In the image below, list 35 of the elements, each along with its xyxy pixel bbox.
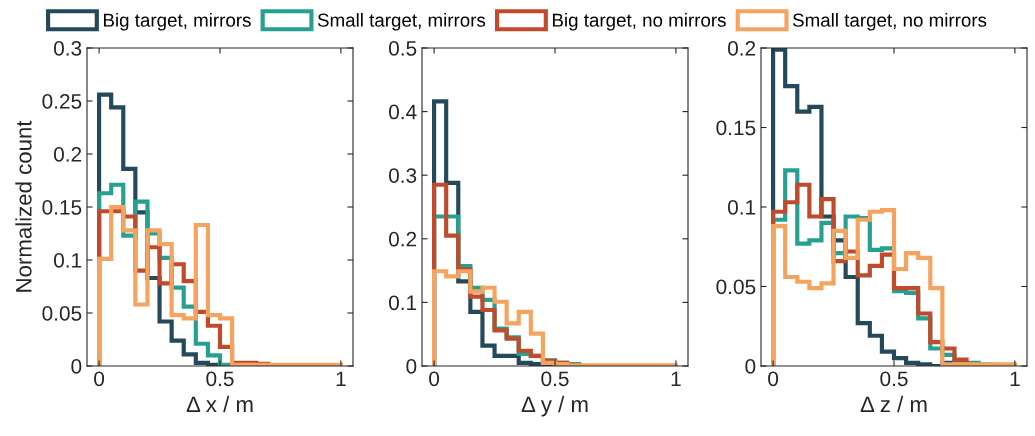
y-tick-label: 0 [745,359,756,374]
x-tick-label: 0 [429,371,440,387]
x-tick-label: 1 [671,371,681,386]
legend-label: Big target, no mirrors [552,13,726,31]
y-tick-label: 0.2 [388,231,417,247]
x-tick-label: 1 [336,371,346,386]
x-axis-title: Δ z / m [860,395,927,413]
y-tick-label: 0.1 [727,200,756,215]
x-tick-label: 1 [1010,371,1020,386]
y-tick-label: 0.3 [388,168,417,183]
x-tick-label: 0.5 [541,371,569,387]
legend-label: Small target, mirrors [317,13,486,31]
y-tick-label: 0.25 [42,94,82,109]
legend-label: Big target, mirrors [103,13,251,31]
y-tick-label: 0 [71,359,82,374]
x-tick-label: 0.5 [880,371,908,387]
x-axis-title: Δ y / m [521,395,588,417]
y-tick-label: 0.4 [388,104,417,120]
x-tick-label: 0 [768,371,779,387]
y-tick-label: 0.15 [42,200,82,215]
y-tick-label: 0.2 [727,41,756,56]
y-tick-label: 0.15 [716,120,756,136]
y-tick-label: 0.1 [53,253,82,268]
x-axis-title: Δ x / m [186,395,253,413]
y-axis-title: Normalized count [15,120,32,292]
legend-label: Small target, no mirrors [792,13,987,31]
y-tick-label: 0.05 [716,279,756,295]
y-tick-label: 0.5 [388,41,417,56]
x-tick-label: 0 [94,371,105,387]
y-tick-label: 0.05 [42,306,82,321]
y-tick-label: 0 [406,359,417,374]
y-tick-label: 0.1 [388,295,417,311]
y-tick-label: 0.2 [53,147,82,162]
y-tick-label: 0.3 [53,41,82,56]
x-tick-label: 0.5 [206,371,234,387]
